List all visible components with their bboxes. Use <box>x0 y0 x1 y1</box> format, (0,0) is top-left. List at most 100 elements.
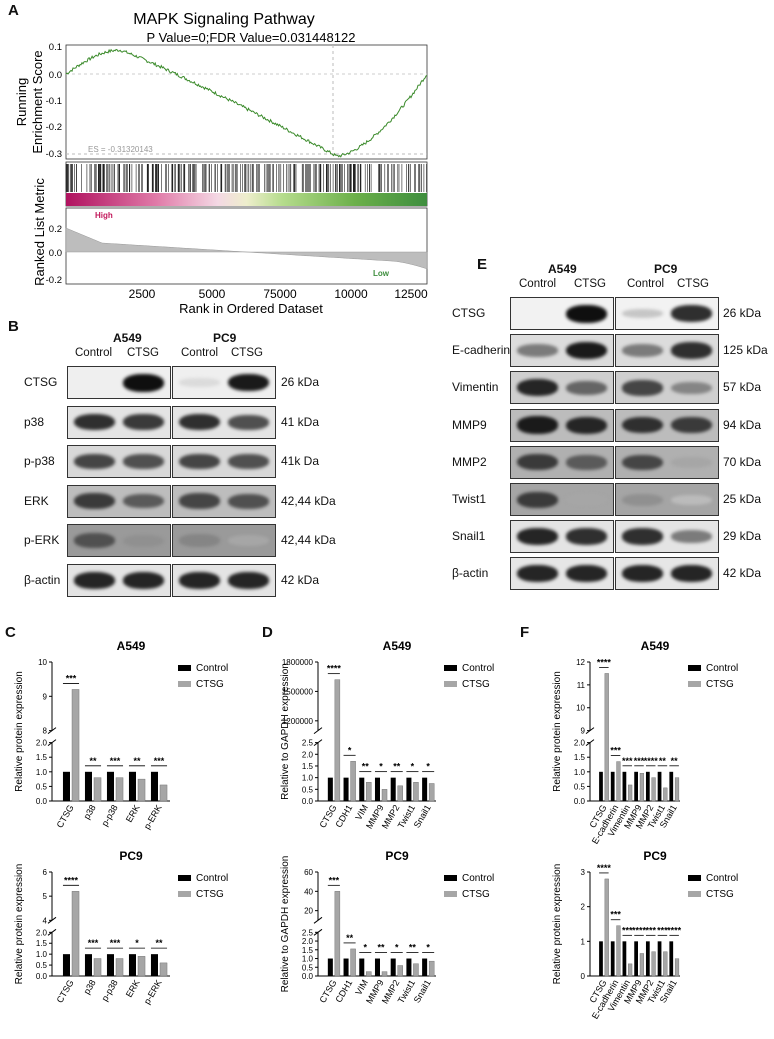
blot-b-row-label: β-actin <box>24 572 61 587</box>
gsea-subtitle: P Value=0;FDR Value=0.031448122 <box>147 30 356 45</box>
blot-e-band <box>517 454 558 471</box>
y-tick-label: 1.5 <box>302 762 314 771</box>
x-tick-label: p-p38 <box>100 978 120 1003</box>
bar-ctsg <box>674 777 680 802</box>
bar-ctsg <box>366 971 372 977</box>
chart-d-a549: A549 Relative to GAPDH expression 0.0 0.5 1.… <box>280 639 494 831</box>
rank-colorbar <box>66 193 427 206</box>
bar-ctsg <box>428 783 435 802</box>
y-tick-label: 60 <box>304 868 313 877</box>
blot-b-row-label: p38 <box>24 414 45 429</box>
sig-label: *** <box>88 938 99 948</box>
y-tick-label: 2.0 <box>36 739 48 748</box>
bar-ctsg <box>604 673 609 802</box>
blot-e-band <box>671 530 712 544</box>
blot-e-band <box>566 565 607 583</box>
blot-b-row-label: p-ERK <box>24 533 60 547</box>
bar-control <box>374 958 380 976</box>
chart-ylabel: Relative to GAPDH expression <box>280 856 291 993</box>
bar-ctsg <box>616 761 621 802</box>
sig-label: **** <box>327 664 342 674</box>
legend-control: Control <box>196 663 228 674</box>
es-frame <box>65 44 428 160</box>
bar-control <box>622 771 627 801</box>
blot-e-band <box>566 416 607 434</box>
blot-e-band <box>622 493 663 506</box>
bar-ctsg <box>639 773 644 802</box>
blot-e-band <box>622 565 663 583</box>
sig-label: ** <box>133 756 141 766</box>
bar-ctsg <box>604 878 609 977</box>
bar-ctsg <box>334 679 341 802</box>
axis-break-mark <box>313 916 323 924</box>
legend-ctsg: CTSG <box>196 679 224 690</box>
legend-swatch-control <box>444 875 457 881</box>
blot-e-band <box>622 454 663 471</box>
axis-break-mark <box>313 727 323 735</box>
bar-control <box>62 771 70 801</box>
es-label: ES = -0.31320143 <box>88 145 153 154</box>
blot-b-band <box>179 453 220 470</box>
panel-letter-d: D <box>262 624 273 641</box>
panel-letter-e: E <box>477 256 488 273</box>
blot-b-band <box>228 535 269 546</box>
blot-e-col-1: CTSG <box>574 278 606 290</box>
blot-e-blot-strip <box>615 483 719 516</box>
blot-e-band <box>566 455 607 470</box>
x-tick-label: p38 <box>82 803 98 821</box>
blot-b-band <box>74 533 115 548</box>
bar-ctsg <box>663 951 668 977</box>
blot-e-band <box>671 494 712 505</box>
blot-e-row-label: Snail1 <box>452 529 486 544</box>
blot-e-col-0: Control <box>519 278 557 290</box>
blot-e-band <box>566 380 607 395</box>
bar-control <box>406 958 412 976</box>
gsea-plot: MAPK Signaling Pathway P Value=0;FDR Val… <box>14 11 428 316</box>
es-ylabel-line2: Enrichment Score <box>30 50 45 153</box>
blot-e-band <box>517 416 558 434</box>
legend-ctsg: CTSG <box>706 679 734 690</box>
chart-c-pc9: PC9 Relative protein expression 0.0 0.5 1.0 1… <box>14 849 228 1006</box>
bar-control <box>422 777 428 801</box>
x-tick-label: CTSG <box>55 978 76 1005</box>
bar-ctsg <box>413 782 419 802</box>
sig-label: ** <box>671 756 679 766</box>
bar-control <box>610 771 615 801</box>
blot-b-blot-strip <box>67 405 171 439</box>
sig-label: **** <box>597 657 612 667</box>
bar-control <box>669 941 674 976</box>
sig-label: * <box>426 943 430 953</box>
bar-ctsg <box>115 958 124 977</box>
bar-control <box>422 958 428 976</box>
y-tick-label: 1.0 <box>302 774 314 783</box>
blot-b-blot-strip <box>172 366 276 399</box>
bar-control <box>359 777 365 801</box>
legend-swatch-ctsg <box>688 891 701 897</box>
bar-control <box>128 954 136 976</box>
bar-control <box>106 954 114 976</box>
y-tick-label: 1.5 <box>302 946 314 955</box>
blot-b-band <box>179 378 220 387</box>
bar-ctsg <box>651 951 656 977</box>
blot-e-band <box>671 456 712 468</box>
legend-ctsg: CTSG <box>462 889 490 900</box>
y-tick-label: 0.5 <box>302 963 314 972</box>
chart-ylabel: Relative protein expression <box>552 864 563 985</box>
blot-b-band <box>123 493 164 509</box>
x-tick-label: ERK <box>124 978 142 999</box>
blot-e-col-2: Control <box>627 278 665 290</box>
blot-e-band <box>671 417 712 434</box>
y-tick-label: 0.0 <box>36 972 48 981</box>
blot-b-band <box>74 571 115 589</box>
bar-ctsg <box>397 785 403 802</box>
chart-title: A549 <box>117 639 146 653</box>
y-tick-label: 12 <box>576 658 585 667</box>
blot-e-blot-strip <box>510 297 614 330</box>
blot-b-band <box>228 493 269 509</box>
blot-b-kda-label: 42,44 kDa <box>281 493 336 508</box>
bar-ctsg <box>115 777 124 802</box>
bar-ctsg <box>71 891 80 977</box>
blot-b-kda-label: 42,44 kDa <box>281 533 336 547</box>
sig-label: * <box>135 938 139 948</box>
